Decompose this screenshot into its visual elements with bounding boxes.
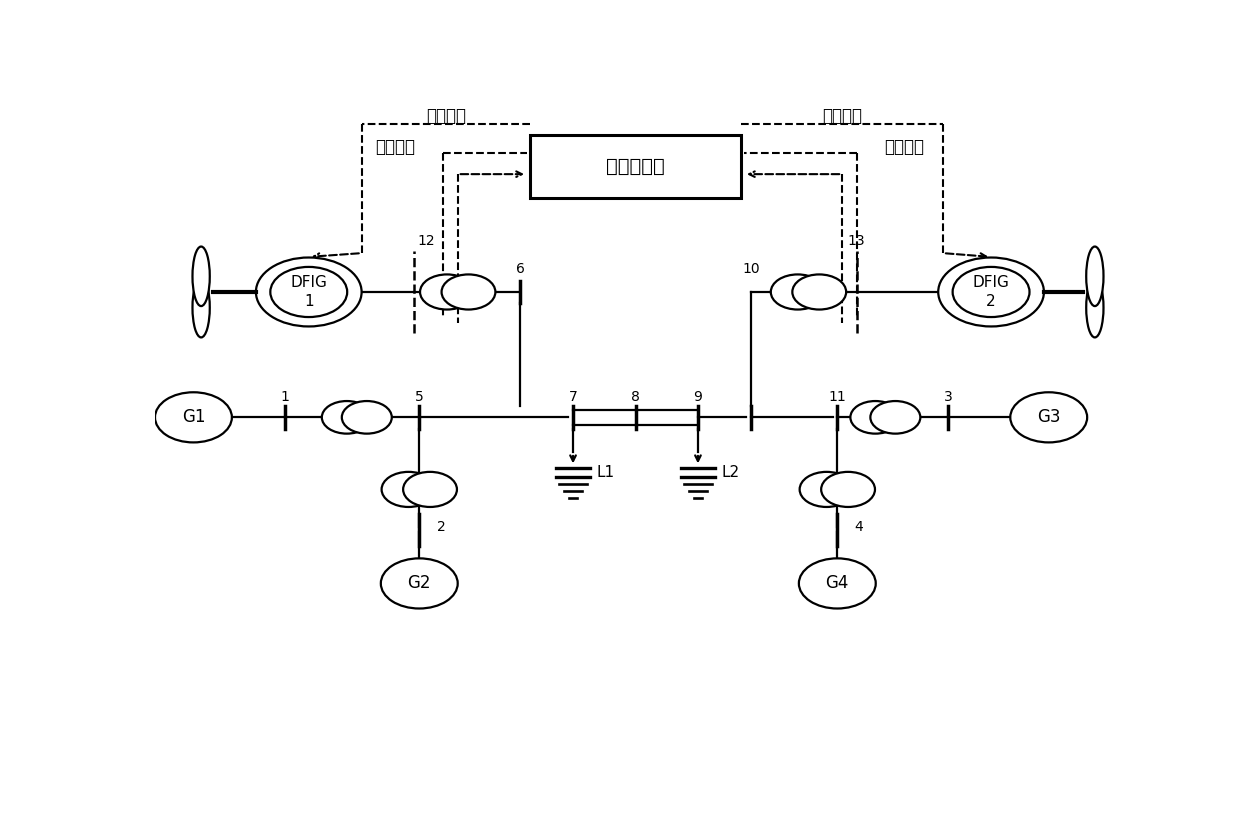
Text: 3: 3 [944, 390, 952, 404]
Text: 4: 4 [854, 520, 863, 534]
Circle shape [270, 267, 347, 317]
Circle shape [403, 472, 458, 507]
Circle shape [851, 401, 900, 434]
Text: 13: 13 [848, 234, 866, 248]
Text: DFIG
1: DFIG 1 [290, 275, 327, 309]
Circle shape [155, 392, 232, 443]
Text: G3: G3 [1037, 409, 1060, 427]
Text: 反馈信号: 反馈信号 [884, 138, 925, 155]
Circle shape [1011, 392, 1087, 443]
Text: G4: G4 [826, 575, 849, 593]
Text: L2: L2 [720, 465, 739, 480]
FancyBboxPatch shape [529, 135, 742, 198]
Text: 11: 11 [828, 390, 846, 404]
Ellipse shape [192, 278, 210, 338]
Ellipse shape [1086, 247, 1104, 306]
Text: 12: 12 [418, 234, 435, 248]
Circle shape [771, 274, 825, 309]
Text: G1: G1 [182, 409, 205, 427]
Circle shape [939, 257, 1044, 326]
Circle shape [382, 472, 435, 507]
Circle shape [800, 472, 853, 507]
Circle shape [799, 558, 875, 609]
Text: 控制信号: 控制信号 [822, 107, 862, 125]
Text: 反馈信号: 反馈信号 [376, 138, 415, 155]
Text: G2: G2 [408, 575, 432, 593]
Circle shape [255, 257, 362, 326]
Circle shape [792, 274, 846, 309]
Text: 5: 5 [415, 390, 424, 404]
Text: 阻尼控制器: 阻尼控制器 [606, 157, 665, 176]
Text: 8: 8 [631, 390, 640, 404]
Text: 6: 6 [516, 262, 525, 276]
Ellipse shape [192, 247, 210, 306]
Text: DFIG
2: DFIG 2 [972, 275, 1009, 309]
Text: 1: 1 [280, 390, 289, 404]
Circle shape [952, 267, 1029, 317]
Text: 10: 10 [742, 262, 760, 276]
Text: 7: 7 [569, 390, 578, 404]
Circle shape [322, 401, 372, 434]
Circle shape [870, 401, 920, 434]
Circle shape [381, 558, 458, 609]
Ellipse shape [1086, 278, 1104, 338]
Circle shape [441, 274, 496, 309]
Text: 控制信号: 控制信号 [425, 107, 466, 125]
Circle shape [342, 401, 392, 434]
Text: L1: L1 [596, 465, 614, 480]
Circle shape [821, 472, 875, 507]
Text: 2: 2 [436, 520, 445, 534]
Text: 9: 9 [693, 390, 702, 404]
Circle shape [420, 274, 474, 309]
